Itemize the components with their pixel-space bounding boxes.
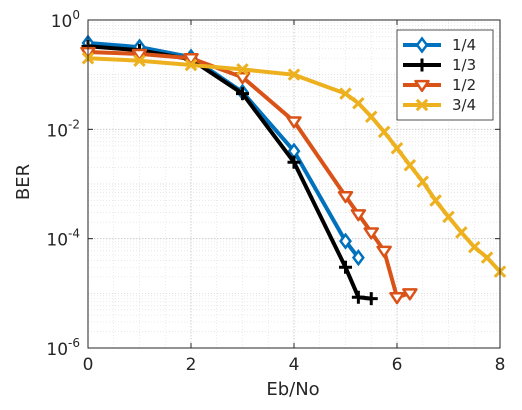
legend-marker xyxy=(415,58,429,72)
y-tick-label: 10-4 xyxy=(46,227,80,251)
data-point xyxy=(352,96,365,110)
data-point xyxy=(402,288,418,301)
x-tick-label: 2 xyxy=(186,355,197,375)
legend: 1/4 1/3 1/2 3/4 xyxy=(396,29,494,121)
data-point xyxy=(350,209,367,222)
data-point xyxy=(234,72,251,85)
legend-entry: 3/4 xyxy=(403,96,476,114)
y-tick-label: 10-6 xyxy=(46,336,80,360)
data-point xyxy=(351,290,365,304)
data-point xyxy=(429,194,442,207)
data-point xyxy=(236,63,249,76)
series-3-4 xyxy=(81,51,507,278)
legend-entry: 1/2 xyxy=(403,76,476,94)
data-point xyxy=(339,260,352,274)
legend-label: 1/4 xyxy=(452,36,476,54)
legend-entry: 1/4 xyxy=(403,36,476,54)
data-point xyxy=(236,87,249,101)
legend-entry: 1/3 xyxy=(403,56,476,74)
y-tick-label: 100 xyxy=(51,8,80,32)
data-point xyxy=(467,240,481,254)
data-point xyxy=(364,292,378,306)
legend-marker xyxy=(414,79,430,93)
data-point xyxy=(286,116,302,129)
data-point xyxy=(364,110,378,123)
data-point xyxy=(131,48,148,61)
legend-label: 1/3 xyxy=(452,56,476,74)
data-point xyxy=(339,232,352,250)
x-tick-label: 0 xyxy=(83,355,94,375)
x-tick-label: 6 xyxy=(392,355,403,375)
data-point xyxy=(337,190,354,204)
data-point xyxy=(442,210,455,224)
y-tick-label: 10-2 xyxy=(46,117,80,141)
data-point xyxy=(416,175,430,188)
data-point xyxy=(184,58,198,72)
data-point xyxy=(377,125,391,139)
data-point xyxy=(133,54,146,67)
data-point xyxy=(363,227,379,240)
x-tick-label: 4 xyxy=(289,355,300,375)
legend-label: 1/2 xyxy=(452,76,476,94)
data-point xyxy=(287,155,301,169)
legend-marker xyxy=(415,98,429,112)
data-point xyxy=(287,68,301,81)
data-point xyxy=(183,53,199,66)
series-line xyxy=(86,44,374,301)
data-point xyxy=(390,142,404,155)
series-1-2 xyxy=(80,46,418,305)
data-point xyxy=(389,292,405,305)
legend-marker xyxy=(415,36,429,54)
data-point xyxy=(455,226,468,239)
x-tick-label: 8 xyxy=(495,355,506,375)
x-axis-label: Eb/No xyxy=(266,379,319,400)
data-point xyxy=(339,87,352,100)
data-point xyxy=(480,251,494,264)
legend-label: 3/4 xyxy=(452,96,476,114)
data-point xyxy=(376,245,392,258)
data-point xyxy=(403,159,417,172)
data-point xyxy=(351,249,365,267)
y-axis-label: BER xyxy=(13,164,34,200)
